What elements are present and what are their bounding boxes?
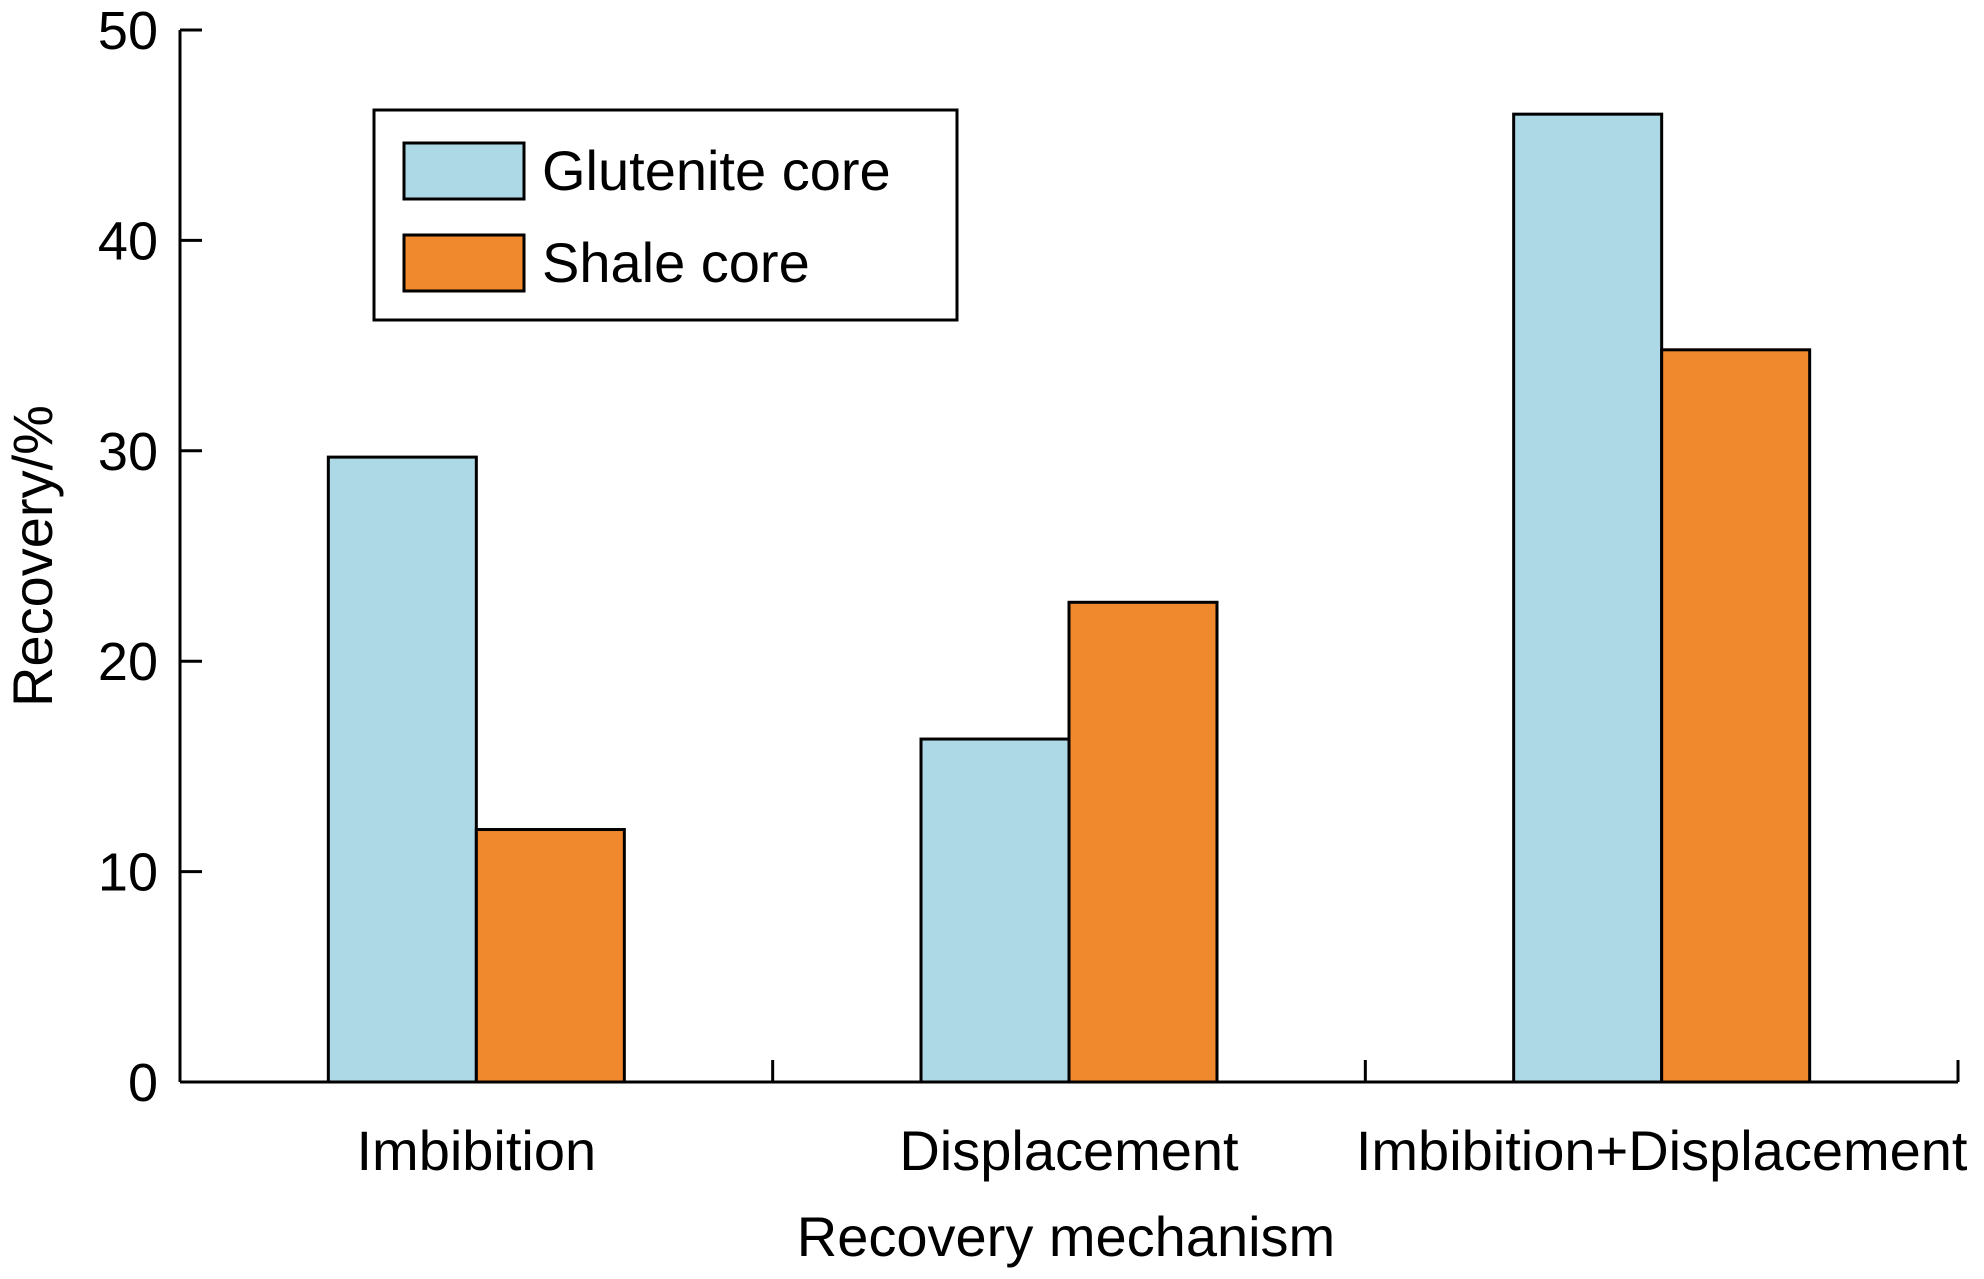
x-tick-label-imbibition: Imbibition	[356, 1119, 596, 1182]
y-tick-label: 0	[128, 1053, 158, 1113]
y-tick-label: 40	[98, 211, 158, 271]
bar-glutenite-core-imbibition	[326, 455, 478, 1084]
y-ticks: 0 10 20 30 40 50	[98, 1, 202, 1113]
legend: Glutenite core Shale core	[372, 108, 959, 322]
bars-layer	[326, 112, 1812, 1084]
x-axis-title: Recovery mechanism	[797, 1205, 1335, 1268]
x-tick-label-displacement: Displacement	[899, 1119, 1239, 1182]
y-tick-label: 10	[98, 843, 158, 903]
y-tick-label: 50	[98, 1, 158, 61]
legend-swatch-glutenite-core	[402, 141, 526, 201]
y-tick-label: 20	[98, 632, 158, 692]
legend-swatch-shale-core	[402, 233, 526, 293]
bar-shale-core-imbibition-displacement	[1660, 348, 1812, 1084]
bar-glutenite-core-imbibition-displacement	[1512, 112, 1664, 1084]
bar-shale-core-imbibition	[474, 828, 626, 1084]
legend-label-shale-core: Shale core	[542, 231, 810, 294]
x-tick-label-imbibition-displacement: Imbibition+Displacement	[1356, 1119, 1968, 1182]
legend-label-glutenite-core: Glutenite core	[542, 139, 891, 202]
x-ticks: Imbibition Displacement Imbibition+Displac…	[356, 1060, 1968, 1182]
legend-items: Glutenite core Shale core	[402, 139, 891, 294]
y-axis-title: Recovery/%	[1, 405, 64, 707]
bar-shale-core-displacement	[1067, 600, 1219, 1084]
bar-glutenite-core-displacement	[919, 737, 1071, 1084]
axes-layer	[178, 30, 1958, 1084]
y-tick-label: 30	[98, 422, 158, 482]
